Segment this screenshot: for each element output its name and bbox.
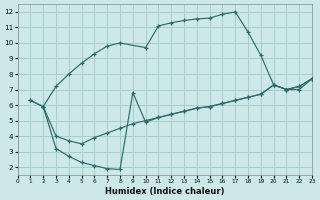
- X-axis label: Humidex (Indice chaleur): Humidex (Indice chaleur): [105, 187, 225, 196]
